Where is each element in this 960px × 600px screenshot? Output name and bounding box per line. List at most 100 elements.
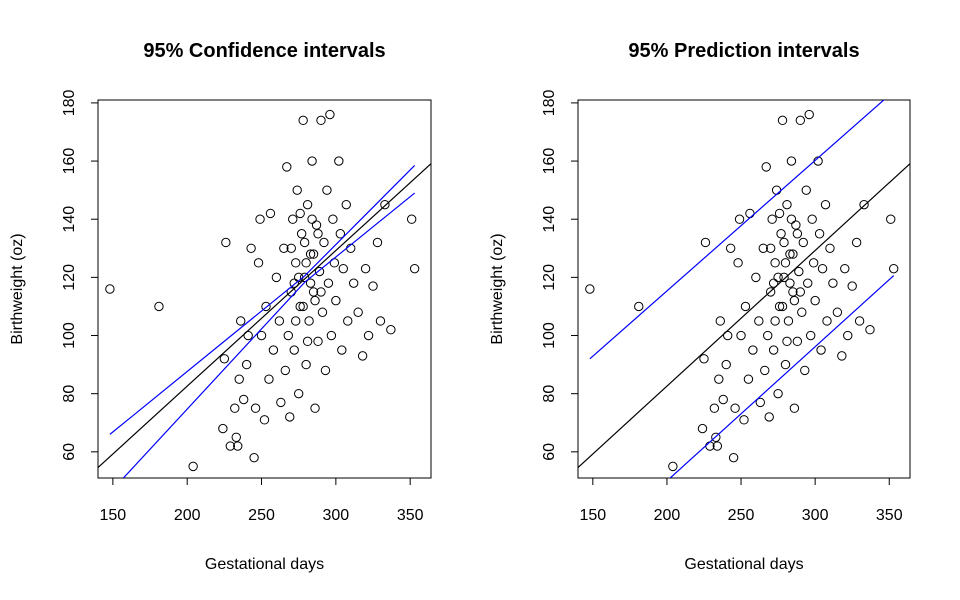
panel: 95% Prediction intervals Gestational days… [489, 40, 911, 573]
point [105, 284, 115, 294]
point [304, 316, 314, 326]
point [343, 316, 353, 326]
point [368, 281, 378, 291]
point [765, 243, 776, 253]
point [301, 258, 311, 268]
point [785, 249, 795, 259]
point [739, 415, 749, 425]
point [372, 237, 383, 248]
point [886, 214, 896, 224]
chart-title: 95% Confidence intervals [143, 40, 385, 62]
point [298, 115, 308, 126]
point [714, 374, 724, 384]
point [249, 452, 259, 463]
point [699, 354, 709, 364]
point [276, 397, 286, 408]
point [743, 374, 754, 384]
point [779, 237, 789, 248]
point [888, 263, 899, 274]
point [712, 441, 723, 451]
point [353, 307, 363, 317]
fit-lines [98, 163, 431, 478]
y-tick-label: 100 [541, 322, 558, 349]
point [783, 316, 794, 326]
point [843, 330, 853, 341]
point [326, 330, 337, 341]
point [319, 237, 329, 248]
point [765, 287, 776, 297]
point [805, 330, 816, 341]
point [233, 441, 243, 451]
y-tick-label: 120 [541, 264, 558, 291]
point [788, 249, 798, 259]
point [798, 237, 808, 248]
point [817, 263, 828, 274]
y-tick-label: 160 [541, 148, 558, 175]
point [259, 415, 270, 425]
point [323, 278, 334, 288]
point [302, 336, 313, 347]
point [325, 109, 335, 120]
point [289, 278, 299, 288]
y-tick-label: 60 [541, 443, 558, 461]
point [773, 272, 783, 283]
point [763, 330, 773, 341]
point [305, 249, 316, 259]
point [288, 214, 298, 224]
point [219, 354, 230, 364]
point [789, 295, 800, 306]
point [800, 365, 810, 376]
point [807, 214, 817, 224]
point [261, 301, 271, 312]
point [808, 258, 819, 268]
point [810, 295, 820, 306]
point [847, 281, 857, 291]
point [758, 243, 768, 253]
point [271, 272, 282, 283]
point [820, 199, 831, 210]
point [283, 330, 293, 341]
point [859, 199, 869, 210]
point [348, 278, 359, 288]
y-axis-label: Birthweight (oz) [9, 233, 26, 344]
point [779, 272, 789, 283]
point [801, 185, 811, 195]
point [730, 403, 740, 413]
point [718, 394, 728, 405]
point [188, 461, 198, 472]
point [375, 316, 386, 326]
point [154, 301, 164, 312]
point [296, 229, 307, 239]
point [768, 278, 779, 288]
point [788, 287, 798, 297]
point [255, 214, 265, 224]
point [715, 316, 725, 326]
point [751, 272, 761, 283]
point [804, 109, 814, 120]
point [780, 258, 791, 268]
y-axis-label: Birthweight (oz) [489, 233, 506, 344]
fit-line [122, 192, 416, 478]
point [733, 258, 743, 268]
point [386, 325, 396, 335]
point [313, 229, 323, 239]
point [725, 243, 736, 253]
point [740, 301, 751, 312]
point [761, 162, 771, 172]
point [289, 345, 299, 355]
point [307, 214, 317, 224]
point [302, 199, 313, 210]
point [816, 345, 826, 355]
x-tick-label: 150 [579, 507, 606, 524]
point [305, 278, 316, 288]
point [291, 258, 301, 268]
point [236, 316, 246, 326]
point [814, 229, 825, 239]
point [310, 403, 320, 413]
panel: 95% Confidence intervals Gestational days… [9, 40, 432, 573]
point [307, 156, 317, 166]
fit-lines [578, 100, 910, 478]
point [291, 316, 301, 326]
point [760, 365, 770, 376]
point [299, 237, 310, 248]
